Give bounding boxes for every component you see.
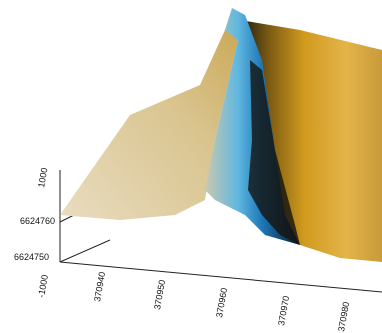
x-tick-label: 370940 [92,271,107,302]
surface-shadow [248,60,300,245]
z-tick-label: 1000 [36,167,49,188]
axis-labels: 1000 -1000 6624760 6624750 370940 370950… [14,167,351,332]
z-tick-label: -1000 [36,274,50,298]
x-tick-label: 370970 [276,295,291,326]
x-tick-label: 370950 [152,279,167,310]
surface-plain [60,10,238,220]
x-tick-label: 370960 [214,287,229,318]
y-tick-label: 6624750 [14,252,49,262]
axes-box [59,170,382,293]
x-tick-label: 370980 [336,301,351,332]
y-tick-label: 6624760 [20,216,55,226]
